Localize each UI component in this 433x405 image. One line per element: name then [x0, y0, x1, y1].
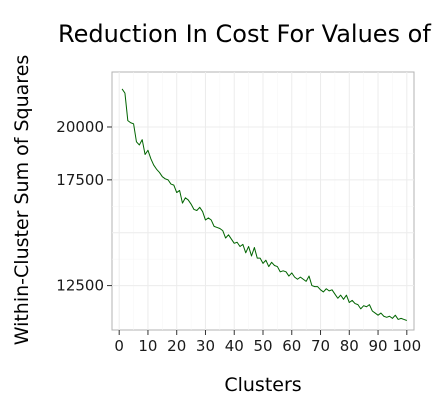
x-tick-label: 70	[311, 337, 330, 355]
x-axis-title: Clusters	[224, 374, 301, 396]
x-tick-label: 40	[225, 337, 244, 355]
x-tick-label: 100	[392, 337, 421, 355]
series-line	[121, 88, 407, 321]
y-tick-label: 20000	[56, 118, 104, 136]
y-axis-title: Within-Cluster Sum of Squares	[11, 55, 33, 346]
x-axis: 0 10 20 30 40 50 60 70 80 90 100	[114, 330, 421, 355]
x-tick-label: 50	[253, 337, 272, 355]
x-tick-label: 20	[167, 337, 186, 355]
x-tick-label: 10	[138, 337, 157, 355]
grid	[112, 72, 414, 330]
x-tick-label: 0	[114, 337, 124, 355]
x-tick-label: 80	[340, 337, 359, 355]
y-tick-label: 17500	[56, 171, 104, 189]
chart-title: Reduction In Cost For Values of	[58, 20, 431, 48]
x-tick-label: 30	[196, 337, 215, 355]
x-tick-label: 60	[282, 337, 301, 355]
y-tick-label: 12500	[56, 277, 104, 295]
x-tick-label: 90	[369, 337, 388, 355]
series-layer	[121, 88, 407, 321]
y-axis: 12500 17500 20000	[56, 118, 112, 295]
